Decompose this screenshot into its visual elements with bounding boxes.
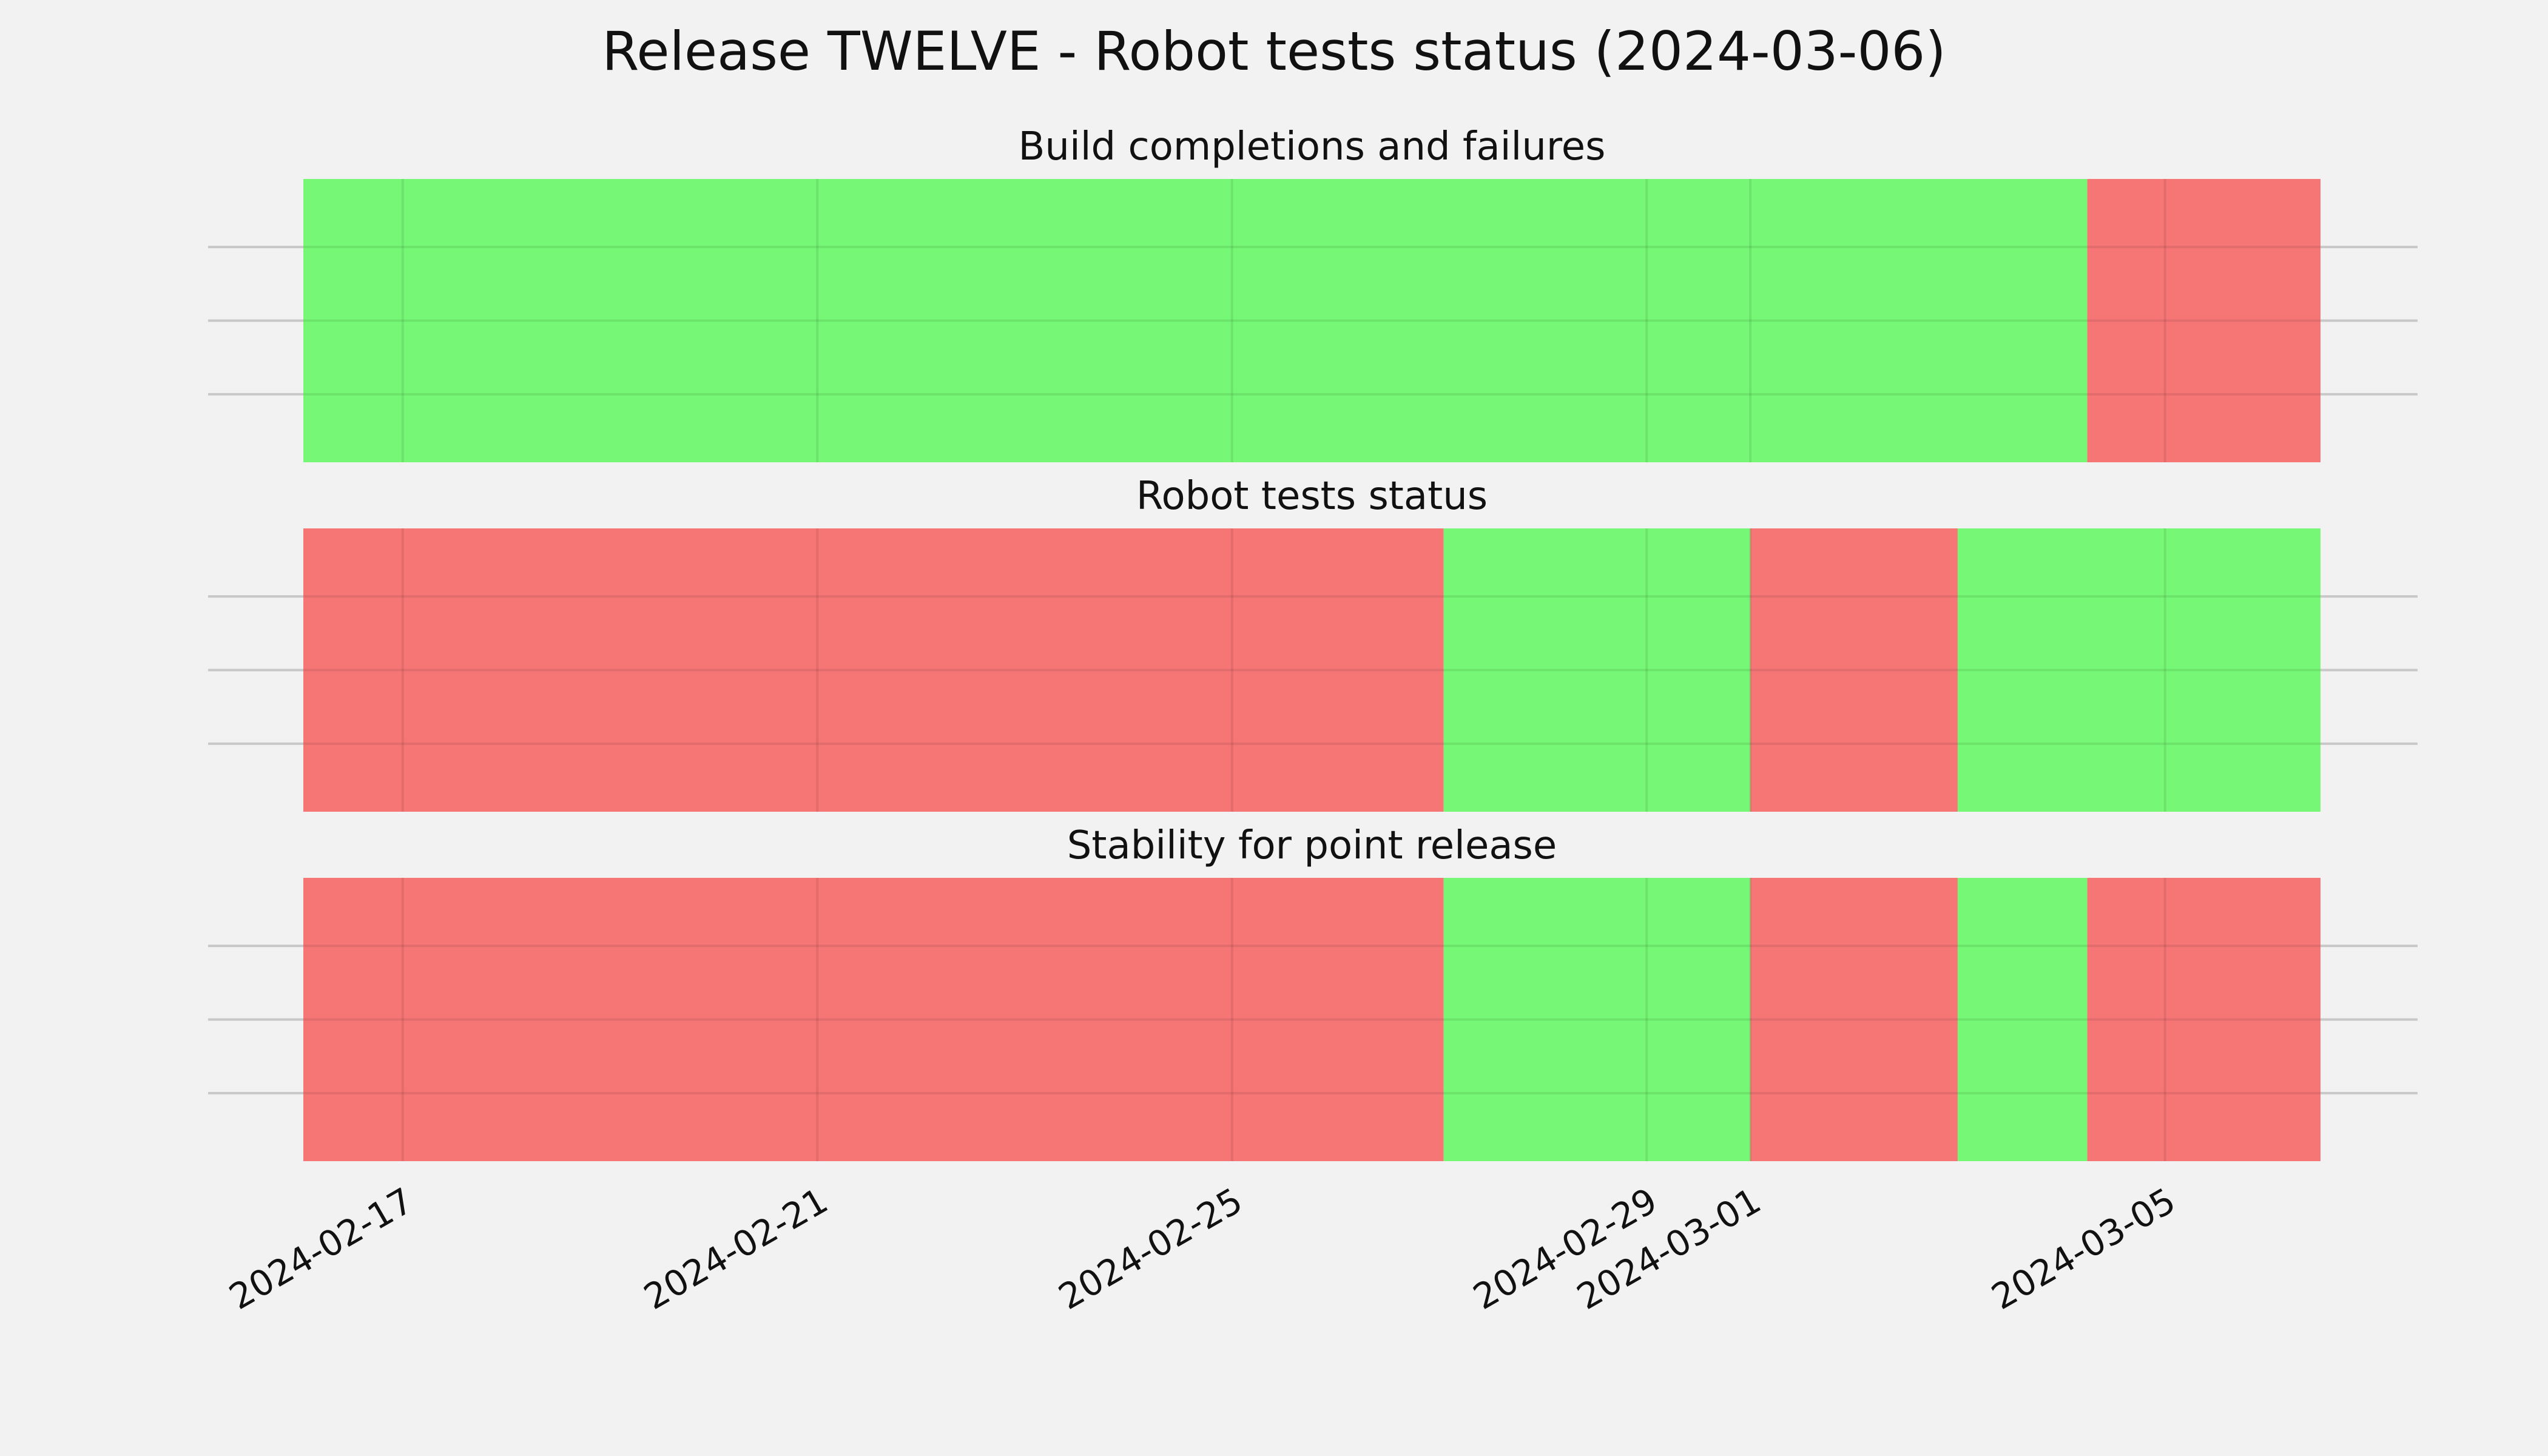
- status-segment-pass: [1443, 878, 1751, 1161]
- status-segment-pass: [1957, 528, 2320, 812]
- panel-1: Build completions and failures: [208, 124, 2418, 462]
- panel-title: Stability for point release: [1067, 823, 1557, 868]
- status-segment-fail: [303, 878, 1444, 1161]
- status-segment-pass: [303, 179, 2088, 462]
- status-segment-fail: [2087, 179, 2320, 462]
- status-segment-pass: [1443, 528, 1751, 812]
- panel-2: Robot tests status: [208, 474, 2418, 812]
- panel-3: Stability for point release: [208, 823, 2418, 1161]
- status-segment-fail: [1750, 878, 1958, 1161]
- status-segment-fail: [2087, 878, 2320, 1161]
- chart-title: Release TWELVE - Robot tests status (202…: [602, 20, 1946, 83]
- status-segment-fail: [303, 528, 1444, 812]
- panels: Build completions and failures Robot test…: [208, 124, 2418, 1161]
- status-segment-pass: [1957, 878, 2088, 1161]
- status-segment-fail: [1750, 528, 1958, 812]
- panel-title: Build completions and failures: [1019, 124, 1606, 169]
- panel-title: Robot tests status: [1136, 474, 1488, 519]
